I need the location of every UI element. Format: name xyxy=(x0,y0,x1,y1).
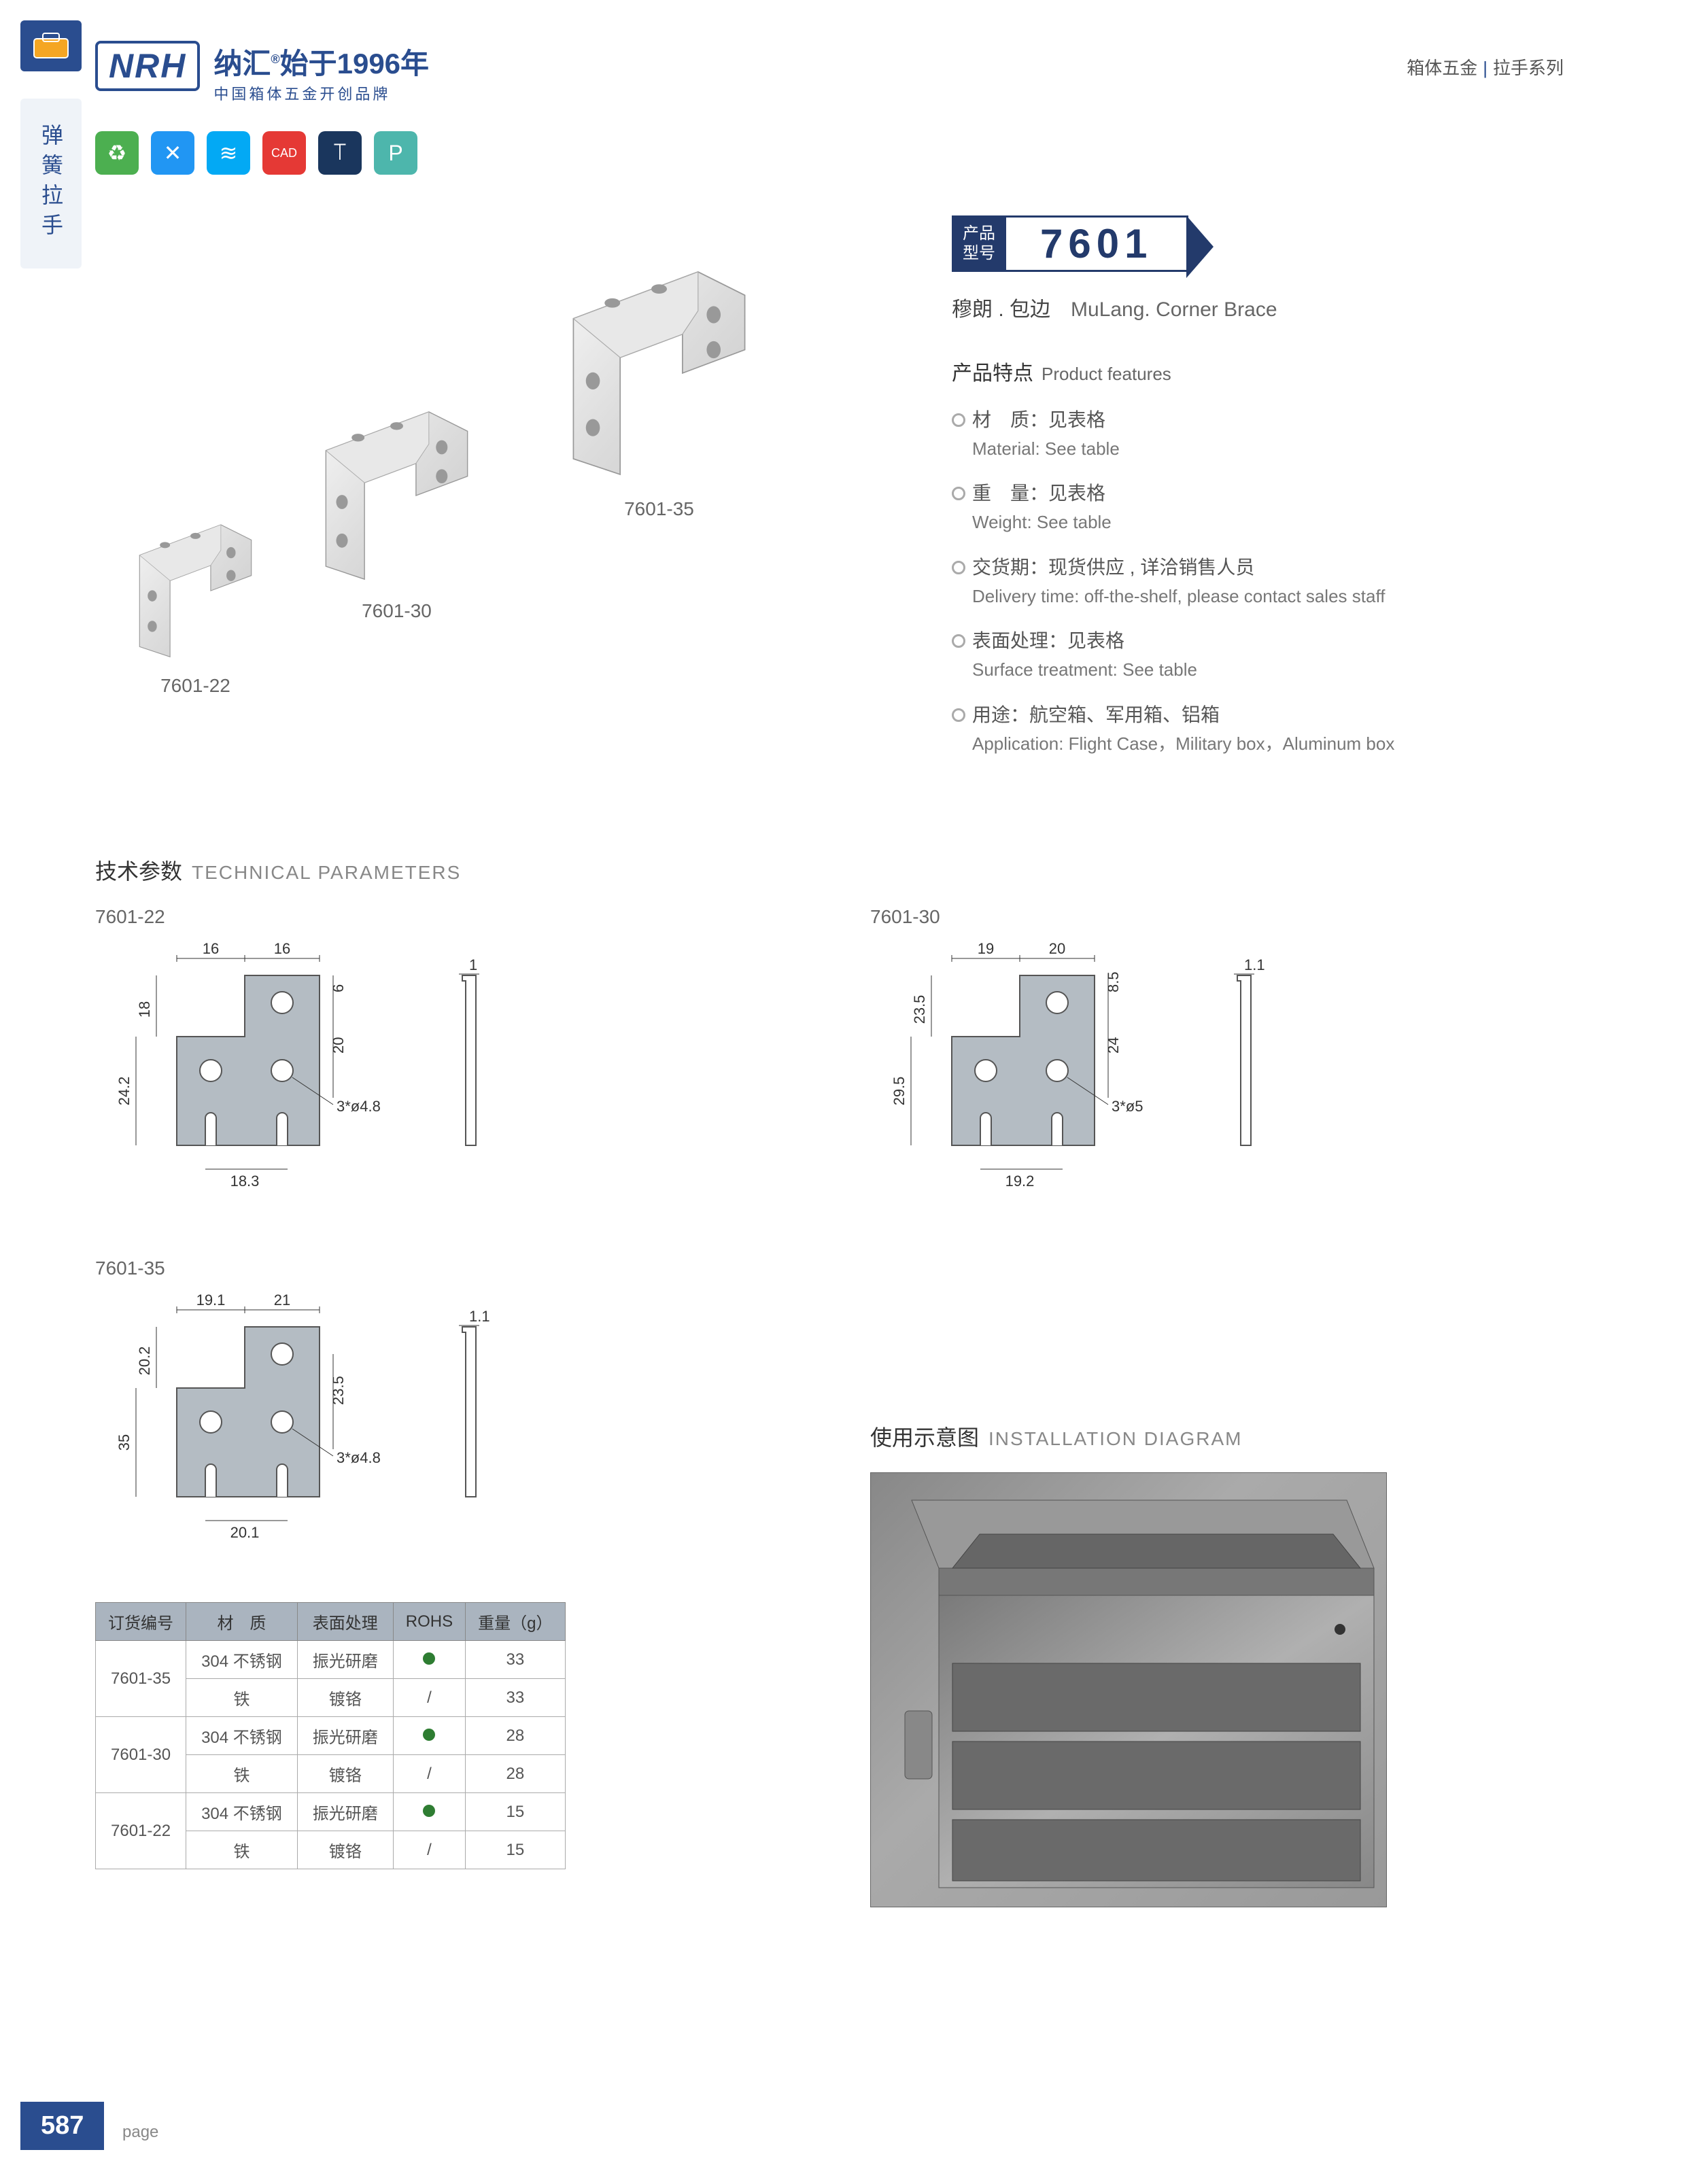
svg-text:6: 6 xyxy=(330,984,347,992)
svg-text:16: 16 xyxy=(203,941,219,957)
feature-item: 交货期：现货供应 , 详洽销售人员Delivery time: off-the-… xyxy=(952,553,1564,608)
top-badge-icon xyxy=(20,20,82,71)
logo-mark: NRH xyxy=(95,41,200,91)
svg-text:3*ø4.8: 3*ø4.8 xyxy=(337,1449,381,1466)
svg-text:24.2: 24.2 xyxy=(116,1077,133,1106)
page-number: 587 xyxy=(20,2102,104,2150)
page-header: NRH 纳汇®始于1996年 中国箱体五金开创品牌 箱体五金|拉手系列 xyxy=(95,41,1564,104)
brand-tagline: 中国箱体五金开创品牌 xyxy=(213,82,429,104)
svg-text:35: 35 xyxy=(116,1434,133,1451)
tech-params-heading: 技术参数TECHNICAL PARAMETERS xyxy=(95,854,1564,886)
product-bracket: 7601-22 xyxy=(129,515,262,697)
model-number: 7601 xyxy=(1006,215,1188,272)
svg-text:20: 20 xyxy=(1049,941,1065,957)
product-bracket: 7601-35 xyxy=(557,256,761,520)
svg-text:3*ø4.8: 3*ø4.8 xyxy=(337,1098,381,1115)
svg-text:1.1: 1.1 xyxy=(1244,956,1265,973)
spring-icon: ≋ xyxy=(207,131,250,175)
side-category-tab: 弹簧拉手 xyxy=(20,99,82,268)
spec-table: 订货编号材 质表面处理ROHS重量（g）7601-35304 不锈钢振光研磨33… xyxy=(95,1602,566,1869)
svg-text:16: 16 xyxy=(274,941,290,957)
p-icon: P xyxy=(374,131,417,175)
svg-text:18.3: 18.3 xyxy=(230,1173,260,1190)
table-row: 7601-35304 不锈钢振光研磨33 xyxy=(96,1641,566,1679)
model-name: 穆朗 . 包边MuLang. Corner Brace xyxy=(952,292,1564,322)
svg-text:1.1: 1.1 xyxy=(469,1308,490,1325)
product-bracket: 7601-30 xyxy=(313,399,481,622)
svg-text:20.1: 20.1 xyxy=(230,1524,260,1541)
feature-item: 表面处理：见表格Surface treatment: See table xyxy=(952,626,1564,682)
svg-text:29.5: 29.5 xyxy=(891,1077,908,1106)
svg-text:19.2: 19.2 xyxy=(1005,1173,1035,1190)
features-heading: 产品特点Product features xyxy=(952,356,1564,386)
install-heading: 使用示意图INSTALLATION DIAGRAM xyxy=(870,1421,1564,1452)
svg-text:21: 21 xyxy=(274,1293,290,1308)
cad-icon: CAD xyxy=(262,131,306,175)
model-badge: 产品型号 7601 xyxy=(952,215,1564,272)
screw-icon: ⟙ xyxy=(318,131,362,175)
table-row: 7601-30304 不锈钢振光研磨28 xyxy=(96,1717,566,1755)
eco-icon: ♻ xyxy=(95,131,139,175)
svg-text:1: 1 xyxy=(469,956,477,973)
page-label: page xyxy=(122,2123,158,2142)
installation-photo xyxy=(870,1472,1387,1907)
tools-icon: ✕ xyxy=(151,131,194,175)
features-list: 材 质：见表格Material: See table 重 量：见表格Weight:… xyxy=(952,405,1564,756)
feature-item: 重 量：见表格Weight: See table xyxy=(952,479,1564,534)
tech-diagram-1: 7601-22 16 16 18 24.2 6 20 3*ø4.8 18.3 1 xyxy=(95,906,789,1230)
svg-text:24: 24 xyxy=(1105,1037,1122,1054)
svg-text:8.5: 8.5 xyxy=(1105,971,1122,992)
svg-text:3*ø5: 3*ø5 xyxy=(1112,1098,1143,1115)
svg-text:23.5: 23.5 xyxy=(330,1376,347,1405)
logo-block: NRH 纳汇®始于1996年 中国箱体五金开创品牌 xyxy=(95,41,429,104)
feature-icon-row: ♻ ✕ ≋ CAD ⟙ P xyxy=(95,131,1564,175)
feature-item: 材 质：见表格Material: See table xyxy=(952,405,1564,461)
svg-text:20.2: 20.2 xyxy=(136,1347,153,1376)
svg-text:20: 20 xyxy=(330,1037,347,1054)
model-label: 产品型号 xyxy=(952,215,1006,272)
svg-text:19: 19 xyxy=(978,941,994,957)
feature-item: 用途：航空箱、军用箱、铝箱Application: Flight Case，Mi… xyxy=(952,700,1564,756)
table-row: 7601-22304 不锈钢振光研磨15 xyxy=(96,1793,566,1831)
svg-text:18: 18 xyxy=(136,1001,153,1018)
brand-name: 纳汇®始于1996年 xyxy=(213,41,429,82)
product-image-area: 7601-22 7601-30 7601-35 xyxy=(95,215,897,827)
svg-text:19.1: 19.1 xyxy=(196,1293,226,1308)
tech-diagram-2: 7601-30 19 20 23.5 29.5 8.5 24 3*ø5 19.2… xyxy=(870,906,1564,1230)
tech-diagram-3: 7601-35 19.1 21 20.2 35 23.5 3*ø4.8 20.1… xyxy=(95,1258,789,1907)
breadcrumb: 箱体五金|拉手系列 xyxy=(1407,54,1564,80)
svg-text:23.5: 23.5 xyxy=(911,995,928,1024)
